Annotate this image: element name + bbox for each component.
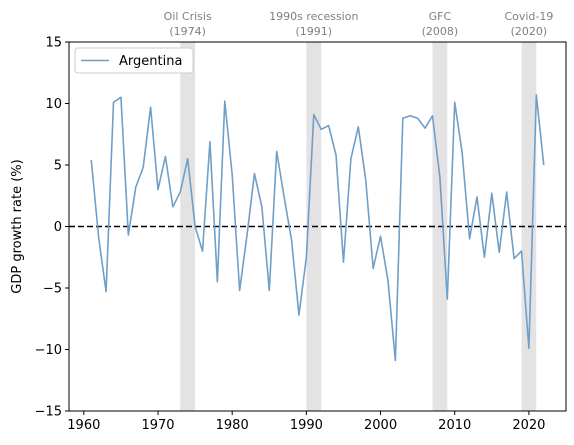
x-tick-label: 1980 (216, 418, 249, 433)
y-tick-label: 0 (54, 220, 62, 235)
period-year-0: (1974) (169, 25, 206, 38)
period-annotations: Oil Crisis (1974) 1990s recession (1991) GFC… (164, 10, 554, 38)
period-year-2: (2008) (422, 25, 459, 38)
x-tick-label: 2010 (438, 418, 471, 433)
x-tick-label: 1960 (67, 418, 100, 433)
y-tick-label: −10 (35, 343, 62, 358)
period-year-1: (1991) (296, 25, 333, 38)
series-line-argentina (90, 94, 545, 362)
x-tick-label: 1970 (141, 418, 174, 433)
legend-box (74, 47, 194, 74)
period-label-0: Oil Crisis (164, 10, 212, 23)
x-tick-label: 2000 (364, 418, 397, 433)
period-year-3: (2020) (511, 25, 548, 38)
y-axis-ticks: −15 −10 −5 0 5 10 15 (35, 36, 69, 420)
y-axis-label: GDP growth rate (%) (10, 159, 25, 293)
y-tick-label: 10 (45, 97, 62, 112)
period-label-2: GFC (429, 10, 452, 23)
y-tick-label: −15 (35, 405, 62, 420)
legend-label-argentina: Argentina (119, 54, 182, 69)
x-axis-ticks: 1960 1970 1980 1990 2000 2010 2020 (67, 411, 545, 433)
y-tick-label: −5 (43, 282, 62, 297)
x-tick-label: 2020 (512, 418, 545, 433)
y-tick-label: 15 (45, 36, 62, 51)
period-label-1: 1990s recession (269, 10, 358, 23)
period-label-3: Covid-19 (504, 10, 553, 23)
series-layer (90, 94, 545, 362)
legend: Argentina (74, 47, 194, 74)
y-tick-label: 5 (54, 159, 62, 174)
x-tick-label: 1990 (290, 418, 323, 433)
